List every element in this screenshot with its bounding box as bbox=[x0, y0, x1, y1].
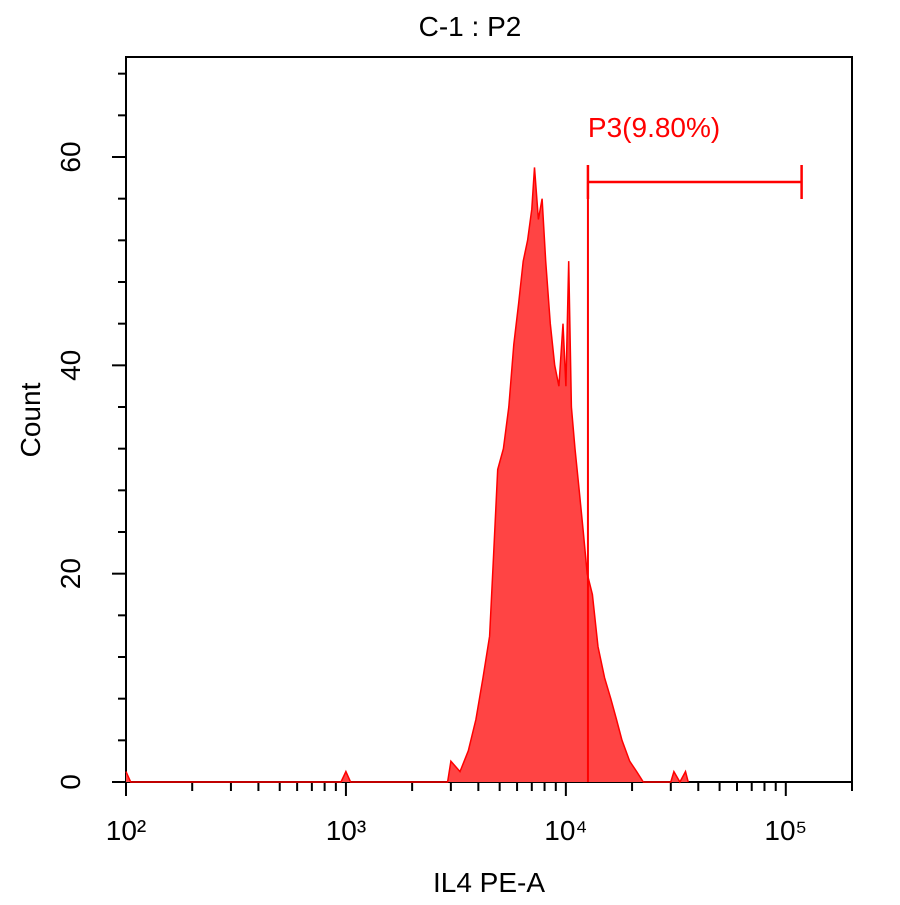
chart-title: C-1 : P2 bbox=[419, 11, 522, 42]
y-tick-label: 60 bbox=[55, 141, 86, 172]
x-tick-label: 10⁴ bbox=[544, 815, 587, 846]
x-axis-label: IL4 PE-A bbox=[433, 867, 545, 898]
x-tick-label: 10³ bbox=[326, 815, 366, 846]
x-tick-label: 10⁵ bbox=[764, 815, 807, 846]
y-tick-label: 0 bbox=[55, 774, 86, 790]
y-tick-label: 20 bbox=[55, 558, 86, 589]
histogram-line bbox=[125, 167, 689, 784]
x-tick-label: 10² bbox=[106, 815, 146, 846]
y-axis-label: Count bbox=[15, 382, 46, 457]
gate-label: P3(9.80%) bbox=[588, 112, 720, 143]
y-tick-label: 40 bbox=[55, 350, 86, 381]
histogram-fill bbox=[126, 167, 689, 782]
